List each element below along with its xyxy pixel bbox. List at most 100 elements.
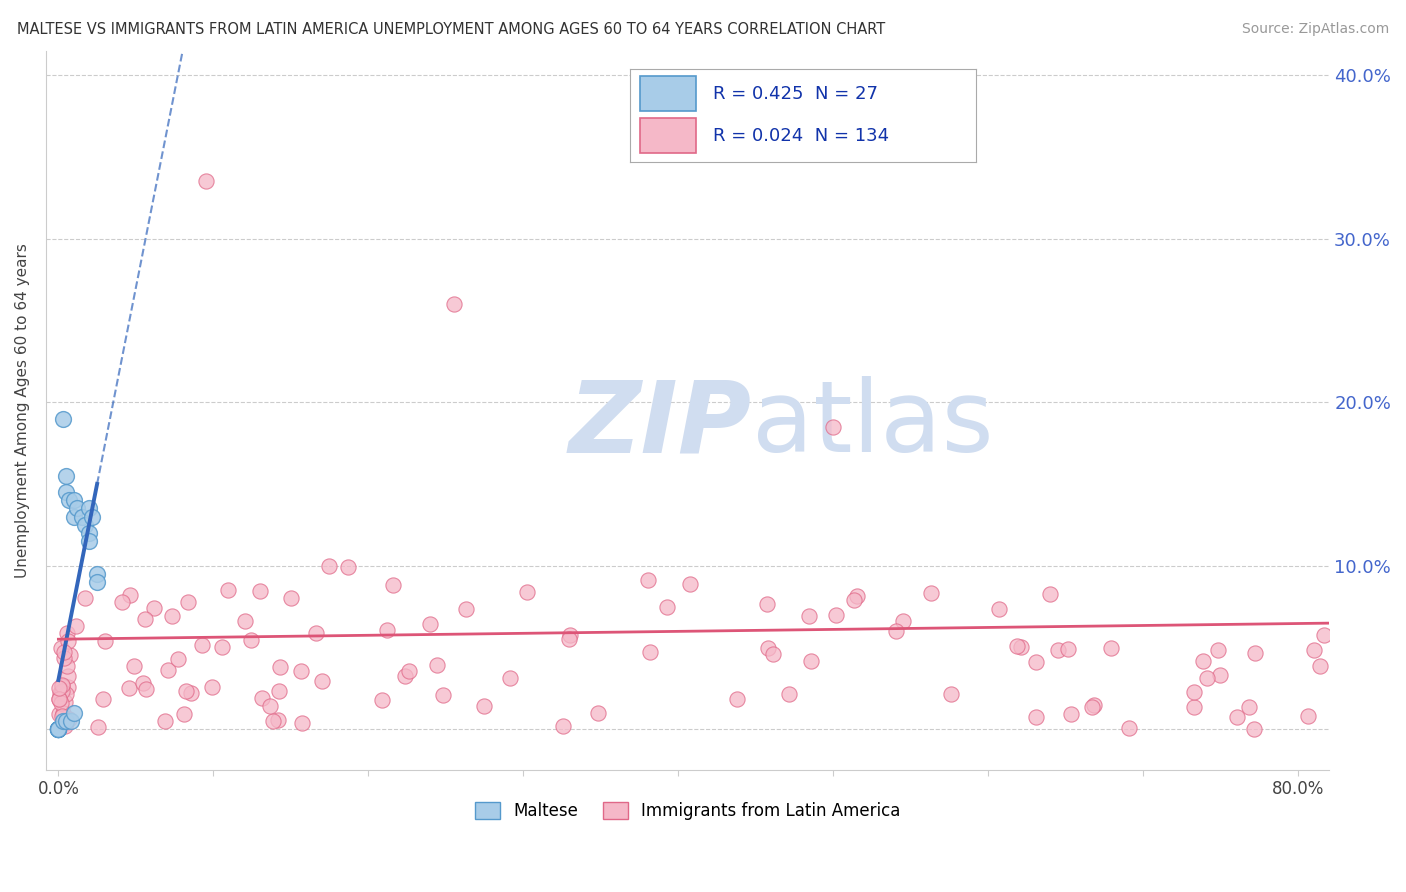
- Point: [48, 722, 70, 736]
- Point: [1080, 700, 1102, 714]
- Point: [1025, 710, 1047, 724]
- Point: [290, 664, 312, 678]
- Point: [846, 589, 869, 603]
- Point: [52, 714, 75, 728]
- Point: [371, 693, 394, 707]
- Point: [637, 573, 659, 587]
- Point: [1099, 641, 1122, 656]
- Point: [1039, 587, 1062, 601]
- Point: [122, 659, 145, 673]
- Point: [1197, 671, 1219, 685]
- Text: Source: ZipAtlas.com: Source: ZipAtlas.com: [1241, 22, 1389, 37]
- Point: [1243, 722, 1265, 736]
- Point: [55, 714, 77, 728]
- Point: [267, 714, 290, 728]
- Point: [55, 468, 77, 483]
- Point: [51, 678, 73, 692]
- Point: [48, 691, 70, 706]
- Point: [157, 663, 180, 677]
- Point: [1182, 684, 1205, 698]
- Point: [118, 681, 141, 695]
- Point: [63, 509, 86, 524]
- Point: [1237, 699, 1260, 714]
- Point: [167, 652, 190, 666]
- Point: [419, 617, 441, 632]
- Point: [797, 609, 820, 624]
- Point: [174, 684, 197, 698]
- Point: [52, 706, 75, 720]
- Point: [586, 706, 609, 720]
- Point: [233, 614, 256, 628]
- Point: [56, 626, 79, 640]
- Point: [48, 722, 70, 736]
- Point: [134, 612, 156, 626]
- Point: [73, 591, 96, 605]
- Point: [1226, 709, 1249, 723]
- Point: [56, 680, 79, 694]
- Point: [891, 615, 914, 629]
- Point: [132, 676, 155, 690]
- Point: [79, 534, 101, 549]
- Point: [51, 709, 73, 723]
- Point: [211, 640, 233, 654]
- Point: [48, 722, 70, 736]
- Point: [262, 714, 284, 729]
- Point: [82, 509, 104, 524]
- Point: [49, 686, 72, 700]
- Point: [63, 493, 86, 508]
- Text: MALTESE VS IMMIGRANTS FROM LATIN AMERICA UNEMPLOYMENT AMONG AGES 60 TO 64 YEARS : MALTESE VS IMMIGRANTS FROM LATIN AMERICA…: [17, 22, 886, 37]
- Point: [679, 576, 702, 591]
- Legend: Maltese, Immigrants from Latin America: Maltese, Immigrants from Latin America: [468, 795, 907, 826]
- Point: [825, 608, 848, 623]
- Point: [551, 719, 574, 733]
- Point: [86, 574, 108, 589]
- Point: [58, 712, 80, 726]
- Point: [800, 654, 823, 668]
- Point: [142, 600, 165, 615]
- Point: [988, 602, 1011, 616]
- Point: [1057, 642, 1080, 657]
- Point: [1208, 643, 1230, 657]
- Point: [1083, 698, 1105, 712]
- Point: [337, 559, 360, 574]
- Point: [381, 578, 404, 592]
- Point: [52, 650, 75, 665]
- Point: [755, 597, 778, 611]
- Point: [53, 645, 76, 659]
- Point: [305, 625, 328, 640]
- Y-axis label: Unemployment Among Ages 60 to 64 years: Unemployment Among Ages 60 to 64 years: [15, 243, 30, 578]
- Point: [177, 594, 200, 608]
- Point: [375, 624, 398, 638]
- Point: [173, 707, 195, 722]
- Point: [291, 716, 314, 731]
- Point: [1025, 655, 1047, 669]
- Point: [499, 671, 522, 685]
- Point: [48, 707, 70, 722]
- Point: [51, 684, 73, 698]
- Text: ZIP: ZIP: [569, 376, 752, 474]
- Point: [920, 586, 942, 600]
- Point: [1192, 654, 1215, 668]
- Point: [249, 584, 271, 599]
- Point: [1010, 640, 1032, 654]
- Point: [48, 681, 70, 695]
- Point: [56, 634, 79, 648]
- Point: [91, 692, 114, 706]
- Point: [94, 633, 117, 648]
- Point: [194, 174, 217, 188]
- Point: [939, 687, 962, 701]
- Point: [217, 583, 239, 598]
- Point: [426, 658, 449, 673]
- Point: [269, 660, 291, 674]
- Point: [318, 558, 340, 573]
- Point: [55, 485, 77, 500]
- Point: [1060, 707, 1083, 722]
- Point: [842, 592, 865, 607]
- Point: [655, 599, 678, 614]
- Point: [280, 591, 302, 605]
- Point: [52, 411, 75, 425]
- Point: [51, 679, 73, 693]
- Point: [756, 641, 779, 656]
- Point: [53, 695, 76, 709]
- Point: [87, 720, 110, 734]
